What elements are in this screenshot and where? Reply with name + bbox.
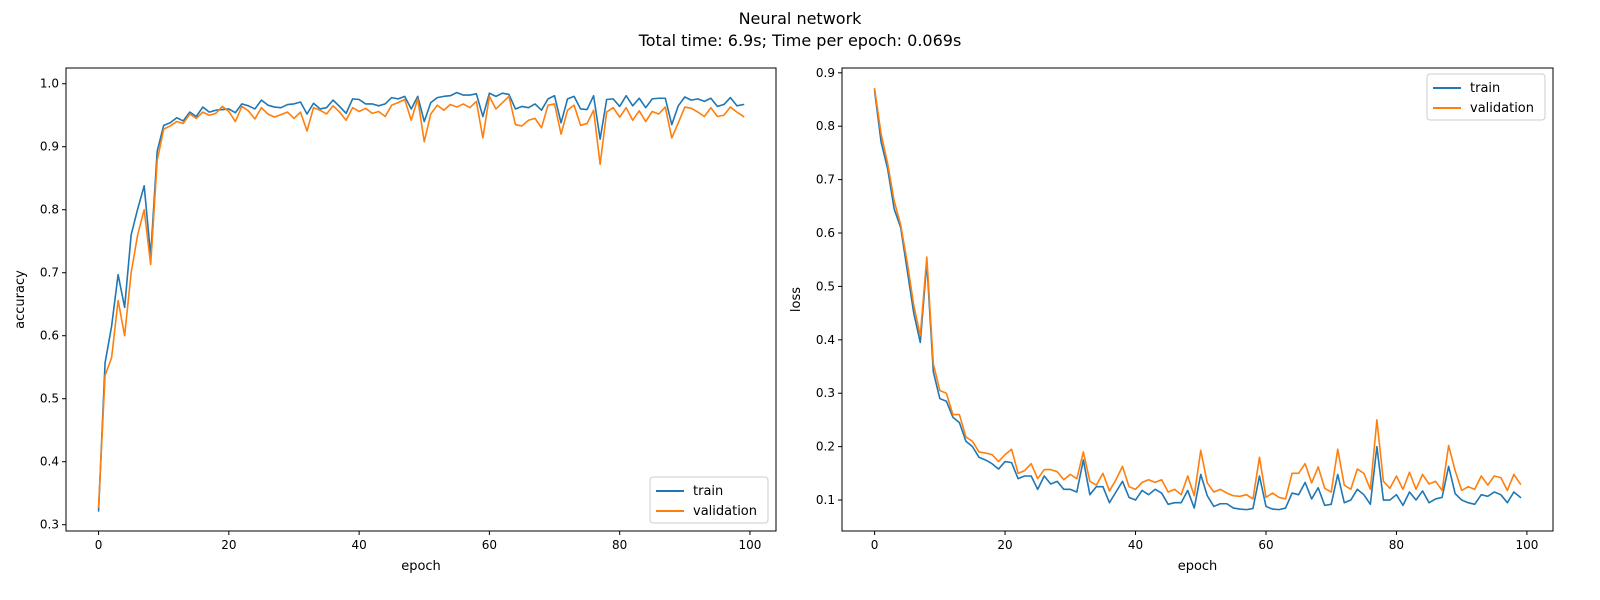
legend: train validation bbox=[649, 476, 769, 524]
axes-frame bbox=[65, 67, 777, 532]
plot-area bbox=[842, 68, 1553, 531]
y-tick-label: 0.6 bbox=[40, 329, 59, 343]
x-tick-label: 0 bbox=[95, 538, 103, 552]
legend-label-train: train bbox=[693, 484, 723, 499]
y-axis-label: loss bbox=[789, 287, 804, 312]
legend: train validation bbox=[1426, 73, 1546, 121]
y-tick-label: 0.5 bbox=[816, 279, 835, 293]
figure-subtitle: Total time: 6.9s; Time per epoch: 0.069s bbox=[638, 31, 962, 50]
y-tick-label: 0.4 bbox=[816, 333, 835, 347]
x-tick-label: 20 bbox=[221, 538, 236, 552]
accuracy-chart: 0 20 40 60 80 100 0.3 0.4 0.5 0.6 0.7 0.8 0.9 1.0 epoc… bbox=[13, 67, 777, 574]
y-tick-label: 0.6 bbox=[816, 226, 835, 240]
y-tick-label: 0.1 bbox=[816, 493, 835, 507]
y-axis-label: accuracy bbox=[13, 270, 28, 329]
x-tick-label: 80 bbox=[612, 538, 627, 552]
y-tick-label: 0.8 bbox=[816, 119, 835, 133]
x-tick-label: 60 bbox=[482, 538, 497, 552]
series-line-validation bbox=[97, 95, 745, 508]
y-tick-label: 0.2 bbox=[816, 440, 835, 454]
y-tick-label: 0.3 bbox=[816, 386, 835, 400]
series-line-train bbox=[97, 91, 745, 512]
x-tick-label: 60 bbox=[1258, 538, 1273, 552]
x-axis-label: epoch bbox=[1178, 559, 1218, 574]
x-tick-label: 100 bbox=[738, 538, 761, 552]
y-tick-label: 0.8 bbox=[40, 203, 59, 217]
x-tick-label: 20 bbox=[997, 538, 1012, 552]
y-tick-label: 0.7 bbox=[816, 173, 835, 187]
x-axis-label: epoch bbox=[401, 559, 441, 574]
series-line-train bbox=[873, 90, 1522, 511]
x-tick-label: 100 bbox=[1515, 538, 1538, 552]
y-tick-label: 0.7 bbox=[40, 266, 59, 280]
series-line-validation bbox=[873, 87, 1522, 500]
x-tick-label: 40 bbox=[351, 538, 366, 552]
x-tick-label: 0 bbox=[871, 538, 879, 552]
figure-title: Neural network bbox=[738, 9, 862, 28]
y-tick-label: 0.3 bbox=[40, 518, 59, 532]
y-tick-label: 0.9 bbox=[816, 66, 835, 80]
y-tick-label: 0.5 bbox=[40, 392, 59, 406]
y-tick-label: 1.0 bbox=[40, 77, 59, 91]
y-tick-label: 0.4 bbox=[40, 455, 59, 469]
x-tick-label: 80 bbox=[1389, 538, 1404, 552]
x-tick-label: 40 bbox=[1128, 538, 1143, 552]
axes-frame bbox=[841, 67, 1554, 532]
legend-label-validation: validation bbox=[693, 504, 757, 519]
y-tick-label: 0.9 bbox=[40, 140, 59, 154]
loss-chart: 0 20 40 60 80 100 0.1 0.2 0.3 0.4 0.5 0.6 0.7 0.8 0.9 e… bbox=[789, 66, 1554, 574]
plot-area bbox=[66, 68, 776, 531]
legend-label-train: train bbox=[1470, 81, 1500, 96]
legend-label-validation: validation bbox=[1470, 101, 1534, 116]
